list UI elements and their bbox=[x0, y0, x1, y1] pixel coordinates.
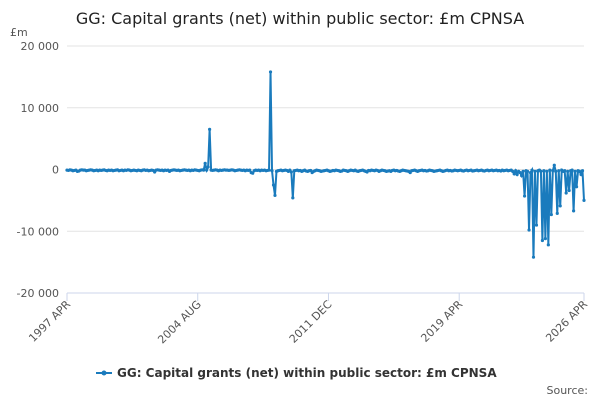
point bbox=[289, 170, 293, 174]
point bbox=[520, 174, 524, 178]
point bbox=[580, 169, 585, 173]
chart-title: GG: Capital grants (net) within public s… bbox=[76, 9, 524, 28]
x-tick-label: 1997 APR bbox=[26, 298, 73, 345]
point bbox=[206, 165, 210, 169]
x-tick-label: 2026 APR bbox=[543, 298, 590, 345]
point bbox=[205, 168, 209, 172]
point bbox=[270, 169, 274, 173]
point bbox=[203, 161, 207, 165]
point bbox=[268, 70, 273, 74]
point bbox=[271, 183, 276, 187]
point bbox=[557, 169, 561, 173]
y-tick-label: -20 000 bbox=[17, 287, 59, 300]
point bbox=[542, 169, 546, 173]
x-tick-label: 2019 APR bbox=[418, 298, 465, 345]
point bbox=[545, 169, 549, 173]
point bbox=[522, 194, 527, 198]
point bbox=[533, 169, 537, 173]
point bbox=[572, 209, 576, 213]
point bbox=[543, 237, 547, 241]
point bbox=[291, 196, 295, 200]
point bbox=[512, 172, 516, 176]
x-tick-label: 2004 AUG bbox=[155, 298, 204, 347]
point bbox=[579, 172, 583, 177]
point bbox=[551, 169, 555, 173]
y-unit: £m bbox=[10, 26, 28, 39]
legend-label: GG: Capital grants (net) within public s… bbox=[117, 366, 497, 380]
y-tick-label: 20 000 bbox=[21, 40, 60, 53]
point bbox=[267, 168, 271, 172]
legend-marker bbox=[101, 370, 107, 376]
point bbox=[555, 211, 559, 215]
point bbox=[549, 212, 553, 217]
series-line bbox=[66, 71, 585, 258]
point bbox=[552, 163, 556, 167]
point bbox=[540, 238, 545, 243]
point bbox=[530, 168, 534, 172]
point bbox=[563, 169, 567, 173]
point bbox=[528, 170, 533, 175]
point bbox=[531, 255, 536, 259]
point bbox=[248, 168, 252, 172]
point bbox=[573, 169, 577, 173]
point bbox=[511, 169, 515, 173]
point bbox=[518, 170, 522, 175]
point bbox=[521, 169, 525, 173]
y-tick-label: -10 000 bbox=[17, 225, 59, 238]
y-tick-label: 10 000 bbox=[21, 102, 60, 115]
point bbox=[514, 169, 518, 173]
point bbox=[527, 228, 531, 232]
point bbox=[554, 169, 558, 173]
point bbox=[567, 188, 571, 193]
point bbox=[273, 193, 277, 198]
point bbox=[202, 168, 206, 172]
x-tick-label: 2011 DEC bbox=[287, 298, 335, 346]
point bbox=[539, 169, 543, 173]
point bbox=[534, 223, 539, 227]
point bbox=[574, 185, 579, 189]
point bbox=[558, 204, 562, 208]
point bbox=[566, 169, 570, 173]
point bbox=[208, 127, 212, 131]
point bbox=[525, 169, 530, 173]
point bbox=[515, 172, 519, 177]
point bbox=[564, 191, 568, 195]
y-tick-label: 0 bbox=[52, 164, 59, 177]
source: Source: bbox=[547, 384, 589, 397]
point bbox=[577, 169, 582, 173]
point bbox=[570, 168, 574, 172]
point bbox=[546, 243, 550, 247]
point bbox=[251, 171, 255, 175]
point bbox=[582, 198, 586, 202]
point bbox=[548, 168, 552, 172]
